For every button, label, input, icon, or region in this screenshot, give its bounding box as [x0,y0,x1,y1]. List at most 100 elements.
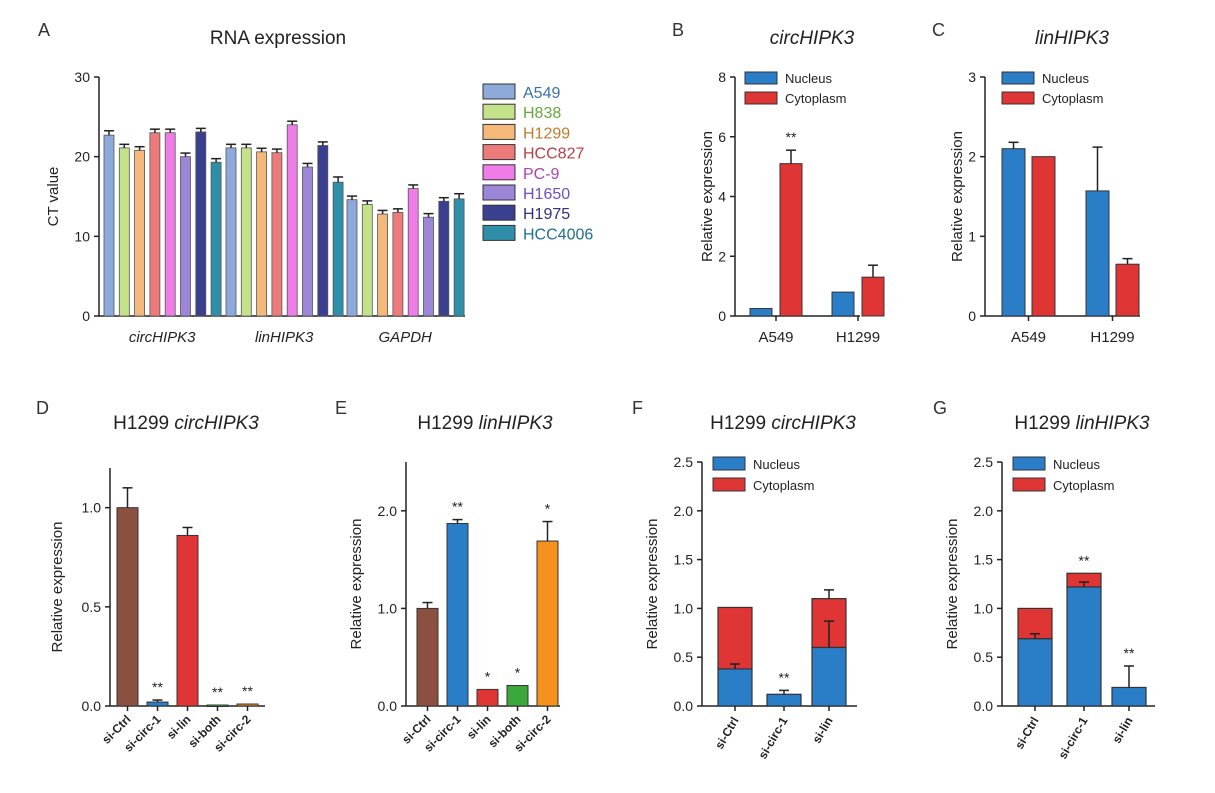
y-tick-label: 1.0 [82,500,102,516]
significance-marker: * [515,665,521,681]
panel-letter: C [932,20,945,40]
bar-nucleus [1017,638,1053,707]
significance-marker: ** [452,499,463,515]
bar [332,181,344,317]
legend-label: HCC4006 [523,226,593,243]
legend-swatch [712,477,746,492]
x-category-label: H1299 [1090,329,1134,346]
legend-swatch [744,71,778,85]
bar [271,152,283,317]
y-axis-label: Relative expression [348,519,365,650]
panel-title: H1299 linHIPK3 [1014,413,1150,434]
bar-nucleus [811,646,847,707]
bar [536,540,559,707]
significance-marker: ** [1079,552,1090,568]
bar [116,507,139,707]
y-tick-label: 0.5 [674,649,694,665]
x-category-label: si-circ-1 [1055,714,1090,761]
bar [392,212,404,317]
bar [831,291,855,317]
panel-title: H1299 circHIPK3 [113,413,259,434]
y-tick-label: 2 [718,248,726,264]
y-tick-label: 0.0 [674,698,694,714]
y-tick-label: 0.5 [82,599,102,615]
bar [423,216,434,317]
panel-letter: B [672,20,684,40]
bar [236,703,259,707]
legend-swatch [482,164,516,181]
panel-title-gene: circHIPK3 [174,413,259,434]
significance-marker: ** [212,684,223,700]
y-tick-label: 0.0 [378,698,398,714]
x-category-label: A549 [1011,329,1046,346]
bar [164,132,176,317]
bar [416,607,439,707]
panel-title-gene: linHIPK3 [1076,413,1150,434]
y-tick-label: 0 [82,308,90,324]
bar [1085,190,1110,317]
x-category-label: H1299 [836,329,880,346]
bar [506,685,529,707]
legend-label: Cytoplasm [785,91,846,106]
panel-title: H1299 circHIPK3 [710,413,856,434]
significance-marker: ** [779,669,790,685]
legend-label: H1299 [523,125,570,142]
bar [302,166,313,317]
y-tick-label: 0.5 [974,649,994,665]
bar [476,688,499,707]
bar [118,147,130,317]
y-tick-label: 2.5 [974,454,994,470]
panel-letter: D [36,398,49,418]
legend-label: Cytoplasm [1042,91,1103,106]
bar [256,151,268,317]
y-axis-label: CT value [45,167,62,227]
significance-marker: ** [152,679,163,695]
x-category-label: si-lin [809,715,835,746]
legend-swatch [744,91,778,105]
legend-label: PC-9 [523,166,560,183]
panel-letter: E [335,398,347,418]
bar [1031,156,1056,317]
bar [317,145,329,317]
bar [195,131,207,317]
x-category-label: si-circ-1 [755,714,790,761]
bar [377,213,389,317]
bar [134,149,146,317]
y-tick-label: 2.0 [674,503,694,519]
x-category-label: si-Ctrl [712,715,741,752]
panel-title-gene: circHIPK3 [771,413,856,434]
panel-title: linHIPK3 [1035,28,1109,49]
legend-swatch [1012,456,1046,471]
bar [225,147,237,317]
x-category-label: si-Ctrl [1012,715,1041,752]
y-axis-label: Relative expression [699,131,716,262]
legend-swatch [482,144,516,161]
y-tick-label: 2.0 [974,503,994,519]
bar-nucleus [1111,686,1147,707]
legend-label: Nucleus [1042,71,1089,86]
y-tick-label: 1.0 [974,600,994,616]
panel-title-prefix: H1299 [113,413,174,434]
x-category-label: A549 [758,329,793,346]
panel-title-prefix: H1299 [710,413,771,434]
y-tick-label: 4 [718,189,726,205]
panel-title-gene: linHIPK3 [479,413,553,434]
bar [146,701,169,707]
panel-title-prefix: H1299 [1014,413,1075,434]
x-category-label: si-lin [1109,715,1135,746]
y-tick-label: 30 [74,69,90,85]
legend-label: Nucleus [753,457,800,472]
y-tick-label: 1 [968,228,976,244]
x-category-label: linHIPK3 [255,329,314,346]
bar [149,132,161,317]
y-tick-label: 1.5 [974,552,994,568]
panel-letter: F [632,398,643,418]
x-category-label: circHIPK3 [129,329,196,346]
panel-title: RNA expression [210,28,346,49]
y-tick-label: 6 [718,129,726,145]
legend-swatch [712,456,746,471]
significance-marker: * [485,668,491,684]
legend-label: Cytoplasm [753,478,814,493]
bar [749,308,773,317]
